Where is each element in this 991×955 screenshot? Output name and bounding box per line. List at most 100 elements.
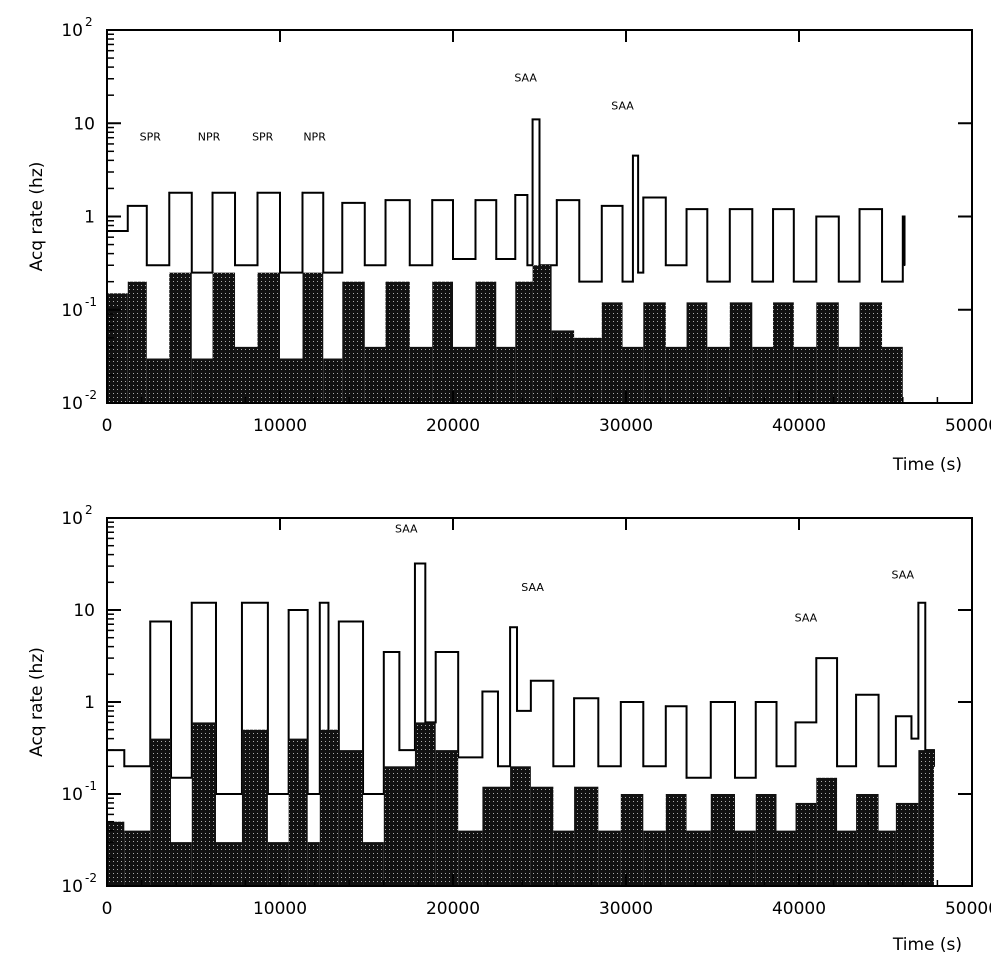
histogram-bar: [918, 750, 934, 886]
histogram-bar: [707, 346, 730, 403]
data-point: [529, 679, 532, 682]
data-point: [531, 118, 534, 121]
histogram-bar: [622, 346, 644, 403]
histogram-bar: [882, 346, 903, 403]
annotation-label: SPR: [140, 131, 162, 144]
data-point: [526, 264, 529, 267]
annotation-label: SAA: [892, 568, 915, 581]
data-point: [497, 765, 499, 768]
rate-line: [107, 562, 935, 795]
histogram-bar: [515, 281, 533, 403]
data-point: [837, 280, 840, 283]
data-point: [855, 693, 857, 696]
x-tick-label: 20000: [426, 416, 480, 436]
annotation-label: NPR: [303, 131, 326, 144]
histogram-bar: [665, 346, 687, 403]
histogram-bar: [598, 830, 621, 886]
annotation-label: SAA: [514, 72, 537, 85]
series-step-line: [107, 118, 906, 283]
histogram-bar: [453, 346, 476, 403]
data-point: [190, 601, 193, 604]
data-point: [145, 264, 148, 267]
data-point: [555, 199, 558, 201]
histogram-bar: [859, 302, 883, 403]
histogram-bar: [127, 281, 147, 403]
histogram-bar: [895, 802, 919, 886]
data-point: [903, 264, 906, 267]
data-point: [836, 765, 838, 768]
histogram-bar: [171, 842, 192, 886]
series-filled-histogram: [107, 722, 934, 886]
y-tick-label: 10: [61, 877, 83, 897]
y-tick-label: 10: [61, 785, 83, 805]
histogram-bar: [620, 794, 644, 886]
x-tick-label: 40000: [772, 899, 826, 919]
x-axis-title: Time (s): [892, 455, 962, 475]
histogram-bar: [307, 842, 320, 886]
histogram-bar: [816, 777, 838, 886]
histogram-bar: [776, 830, 796, 886]
data-point: [408, 264, 411, 267]
histogram-bar: [302, 272, 324, 403]
y-tick-label: 10: [61, 21, 83, 41]
y-tick-exponent: 2: [85, 15, 93, 29]
y-tick-label: 10: [61, 509, 83, 529]
series-filled-histogram: [107, 265, 903, 403]
histogram-bar: [107, 821, 125, 886]
x-tick-label: 0: [102, 899, 113, 919]
histogram-bar: [323, 358, 343, 403]
histogram-bar: [793, 346, 817, 403]
histogram-bar: [838, 346, 860, 403]
histogram-bar: [241, 729, 268, 886]
histogram-bar: [338, 750, 364, 886]
data-point: [398, 749, 401, 752]
data-point: [211, 191, 214, 194]
data-point: [384, 199, 387, 201]
data-point: [149, 620, 152, 623]
histogram-bar: [191, 358, 213, 403]
y-tick-exponent: -2: [85, 871, 97, 885]
histogram-bar: [510, 766, 531, 886]
histogram-bar: [257, 272, 280, 403]
data-point: [256, 191, 259, 194]
y-tick-label: 1: [84, 693, 95, 713]
histogram-bar: [475, 281, 497, 403]
data-point: [734, 776, 736, 779]
chart-panel-1: 0100002000030000400005000010-210-1110102…: [27, 15, 991, 475]
data-point: [318, 601, 321, 604]
data-point: [552, 765, 555, 768]
x-tick-label: 10000: [253, 899, 307, 919]
histogram-bar: [496, 346, 516, 403]
histogram-bar: [191, 722, 216, 886]
data-point: [772, 208, 774, 211]
histogram-bar: [364, 346, 386, 403]
histogram-bar: [816, 302, 839, 403]
x-tick-label: 30000: [599, 899, 653, 919]
histogram-bar: [383, 766, 415, 886]
data-point: [664, 705, 667, 708]
histogram-bar: [710, 794, 735, 886]
data-point: [578, 280, 581, 283]
histogram-bar: [280, 358, 303, 403]
histogram-bar: [432, 281, 453, 403]
histogram-bar: [856, 794, 879, 886]
histogram-bar: [532, 265, 552, 403]
histogram-bar: [288, 738, 308, 886]
rate-line: [107, 118, 906, 283]
x-tick-label: 40000: [772, 416, 826, 436]
histogram-bar: [734, 830, 756, 886]
chart-panel-2: 0100002000030000400005000010-210-1110102…: [27, 503, 991, 955]
data-point: [685, 208, 688, 211]
y-tick-label: 10: [61, 301, 83, 321]
data-point: [337, 620, 340, 623]
data-point: [474, 199, 477, 201]
data-point: [168, 191, 171, 194]
annotation-label: SAA: [395, 522, 418, 535]
histogram-bar: [435, 750, 459, 886]
x-tick-label: 30000: [599, 416, 653, 436]
histogram-bar: [665, 794, 687, 886]
data-point: [619, 701, 622, 703]
histogram-bar: [686, 302, 708, 403]
data-point: [382, 651, 385, 653]
data-point: [597, 765, 600, 768]
